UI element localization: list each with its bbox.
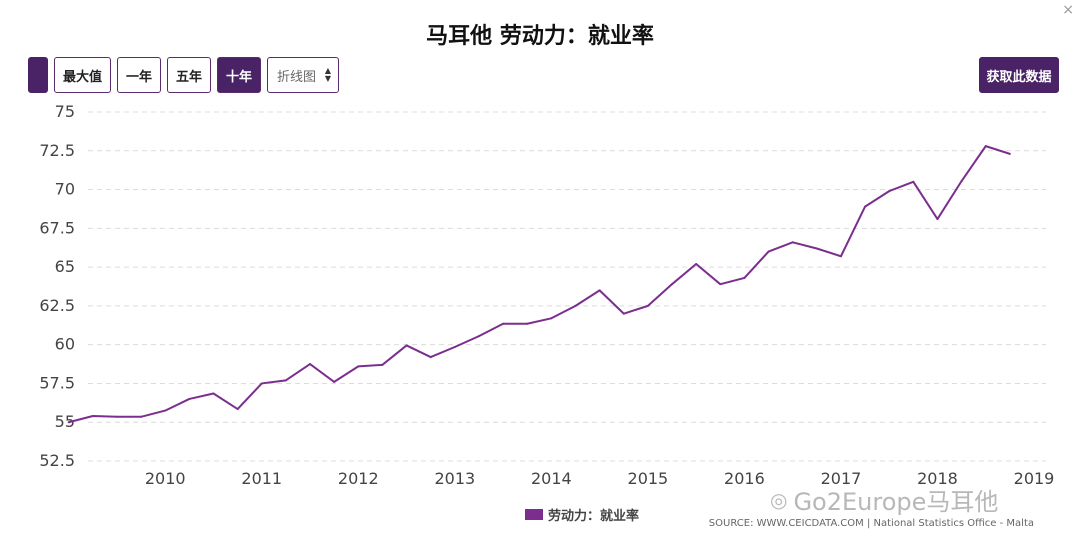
range-10y-button[interactable]: 十年 xyxy=(217,57,261,93)
data-point xyxy=(743,276,746,279)
source-note: SOURCE: WWW.CEICDATA.COM | National Stat… xyxy=(708,518,1034,529)
chart-title: 马耳他 劳动力：就业率 xyxy=(426,24,654,49)
chart-type-value: 折线图 xyxy=(277,69,317,85)
data-point xyxy=(815,247,818,250)
y-tick-label: 60 xyxy=(55,335,75,354)
y-tick-label: 62.5 xyxy=(39,296,75,315)
data-point xyxy=(671,283,674,286)
data-point xyxy=(115,415,118,418)
x-tick-label: 2016 xyxy=(724,469,765,488)
menu-button[interactable] xyxy=(28,57,48,93)
data-point xyxy=(333,380,336,383)
data-point xyxy=(309,363,312,366)
data-point xyxy=(188,397,191,400)
y-tick-label: 70 xyxy=(55,180,75,199)
data-point xyxy=(936,218,939,221)
y-tick-label: 65 xyxy=(55,257,75,276)
range-5y-button[interactable]: 五年 xyxy=(167,57,211,93)
y-tick-label: 67.5 xyxy=(39,218,75,237)
data-point xyxy=(67,421,70,424)
range-1y-button[interactable]: 一年 xyxy=(117,57,161,93)
y-tick-label: 52.5 xyxy=(39,451,75,470)
chart-type-select[interactable]: 折线图 ▲ ▼ xyxy=(267,57,339,93)
x-tick-label: 2015 xyxy=(628,469,669,488)
data-point xyxy=(91,415,94,418)
data-point xyxy=(502,322,505,325)
data-point xyxy=(477,335,480,338)
watermark: ◎ Go2Europe马耳他 xyxy=(770,482,998,517)
data-point xyxy=(260,382,263,385)
data-point xyxy=(839,255,842,258)
x-tick-label: 2013 xyxy=(434,469,475,488)
legend[interactable]: 劳动力：就业率 xyxy=(525,505,639,524)
y-tick-label: 55 xyxy=(55,412,75,431)
data-point xyxy=(574,304,577,307)
data-point xyxy=(864,205,867,208)
series-line xyxy=(68,145,1011,424)
data-point xyxy=(598,289,601,292)
data-point xyxy=(791,241,794,244)
data-point xyxy=(960,180,963,183)
legend-label: 劳动力：就业率 xyxy=(548,509,640,524)
data-point xyxy=(140,415,143,418)
data-point xyxy=(381,363,384,366)
data-point xyxy=(719,283,722,286)
close-icon[interactable]: × xyxy=(1062,2,1074,18)
data-point xyxy=(357,365,360,368)
x-tick-label: 2017 xyxy=(821,469,862,488)
data-point xyxy=(236,408,239,411)
data-point xyxy=(767,250,770,253)
x-tick-label: 2019 xyxy=(1014,469,1055,488)
data-point xyxy=(622,312,625,315)
fetch-data-button[interactable]: 获取此数据 xyxy=(979,57,1059,93)
x-tick-label: 2014 xyxy=(531,469,572,488)
data-point xyxy=(1008,152,1011,155)
range-max-button[interactable]: 最大值 xyxy=(54,57,111,93)
y-tick-label: 72.5 xyxy=(39,141,75,160)
x-tick-label: 2012 xyxy=(338,469,379,488)
data-point xyxy=(284,379,287,382)
data-point xyxy=(453,345,456,348)
data-point xyxy=(912,180,915,183)
data-point xyxy=(984,145,987,148)
data-point xyxy=(164,409,167,412)
data-point xyxy=(695,263,698,266)
data-point xyxy=(429,356,432,359)
legend-swatch xyxy=(525,509,543,520)
y-tick-label: 57.5 xyxy=(39,373,75,392)
y-tick-label: 75 xyxy=(55,102,75,121)
data-point xyxy=(405,344,408,347)
data-point xyxy=(888,190,891,193)
wechat-icon: ◎ xyxy=(770,487,788,512)
watermark-text: Go2Europe马耳他 xyxy=(793,488,999,516)
data-point xyxy=(212,392,215,395)
x-tick-label: 2018 xyxy=(917,469,958,488)
select-caret-icon: ▲ ▼ xyxy=(324,66,331,83)
data-point xyxy=(550,317,553,320)
data-point xyxy=(526,322,529,325)
data-point xyxy=(646,304,649,307)
x-tick-label: 2010 xyxy=(145,469,186,488)
x-tick-label: 2011 xyxy=(241,469,282,488)
